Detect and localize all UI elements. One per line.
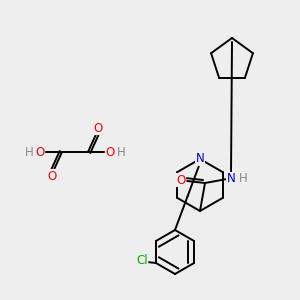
Text: H: H <box>238 172 247 185</box>
Text: Cl: Cl <box>136 254 148 268</box>
Text: N: N <box>196 152 204 166</box>
Text: O: O <box>105 146 115 158</box>
Text: O: O <box>176 173 186 187</box>
Text: O: O <box>35 146 45 158</box>
Text: H: H <box>25 146 33 158</box>
Text: O: O <box>47 169 57 182</box>
Text: O: O <box>93 122 103 134</box>
Text: N: N <box>226 172 236 185</box>
Text: H: H <box>117 146 125 158</box>
